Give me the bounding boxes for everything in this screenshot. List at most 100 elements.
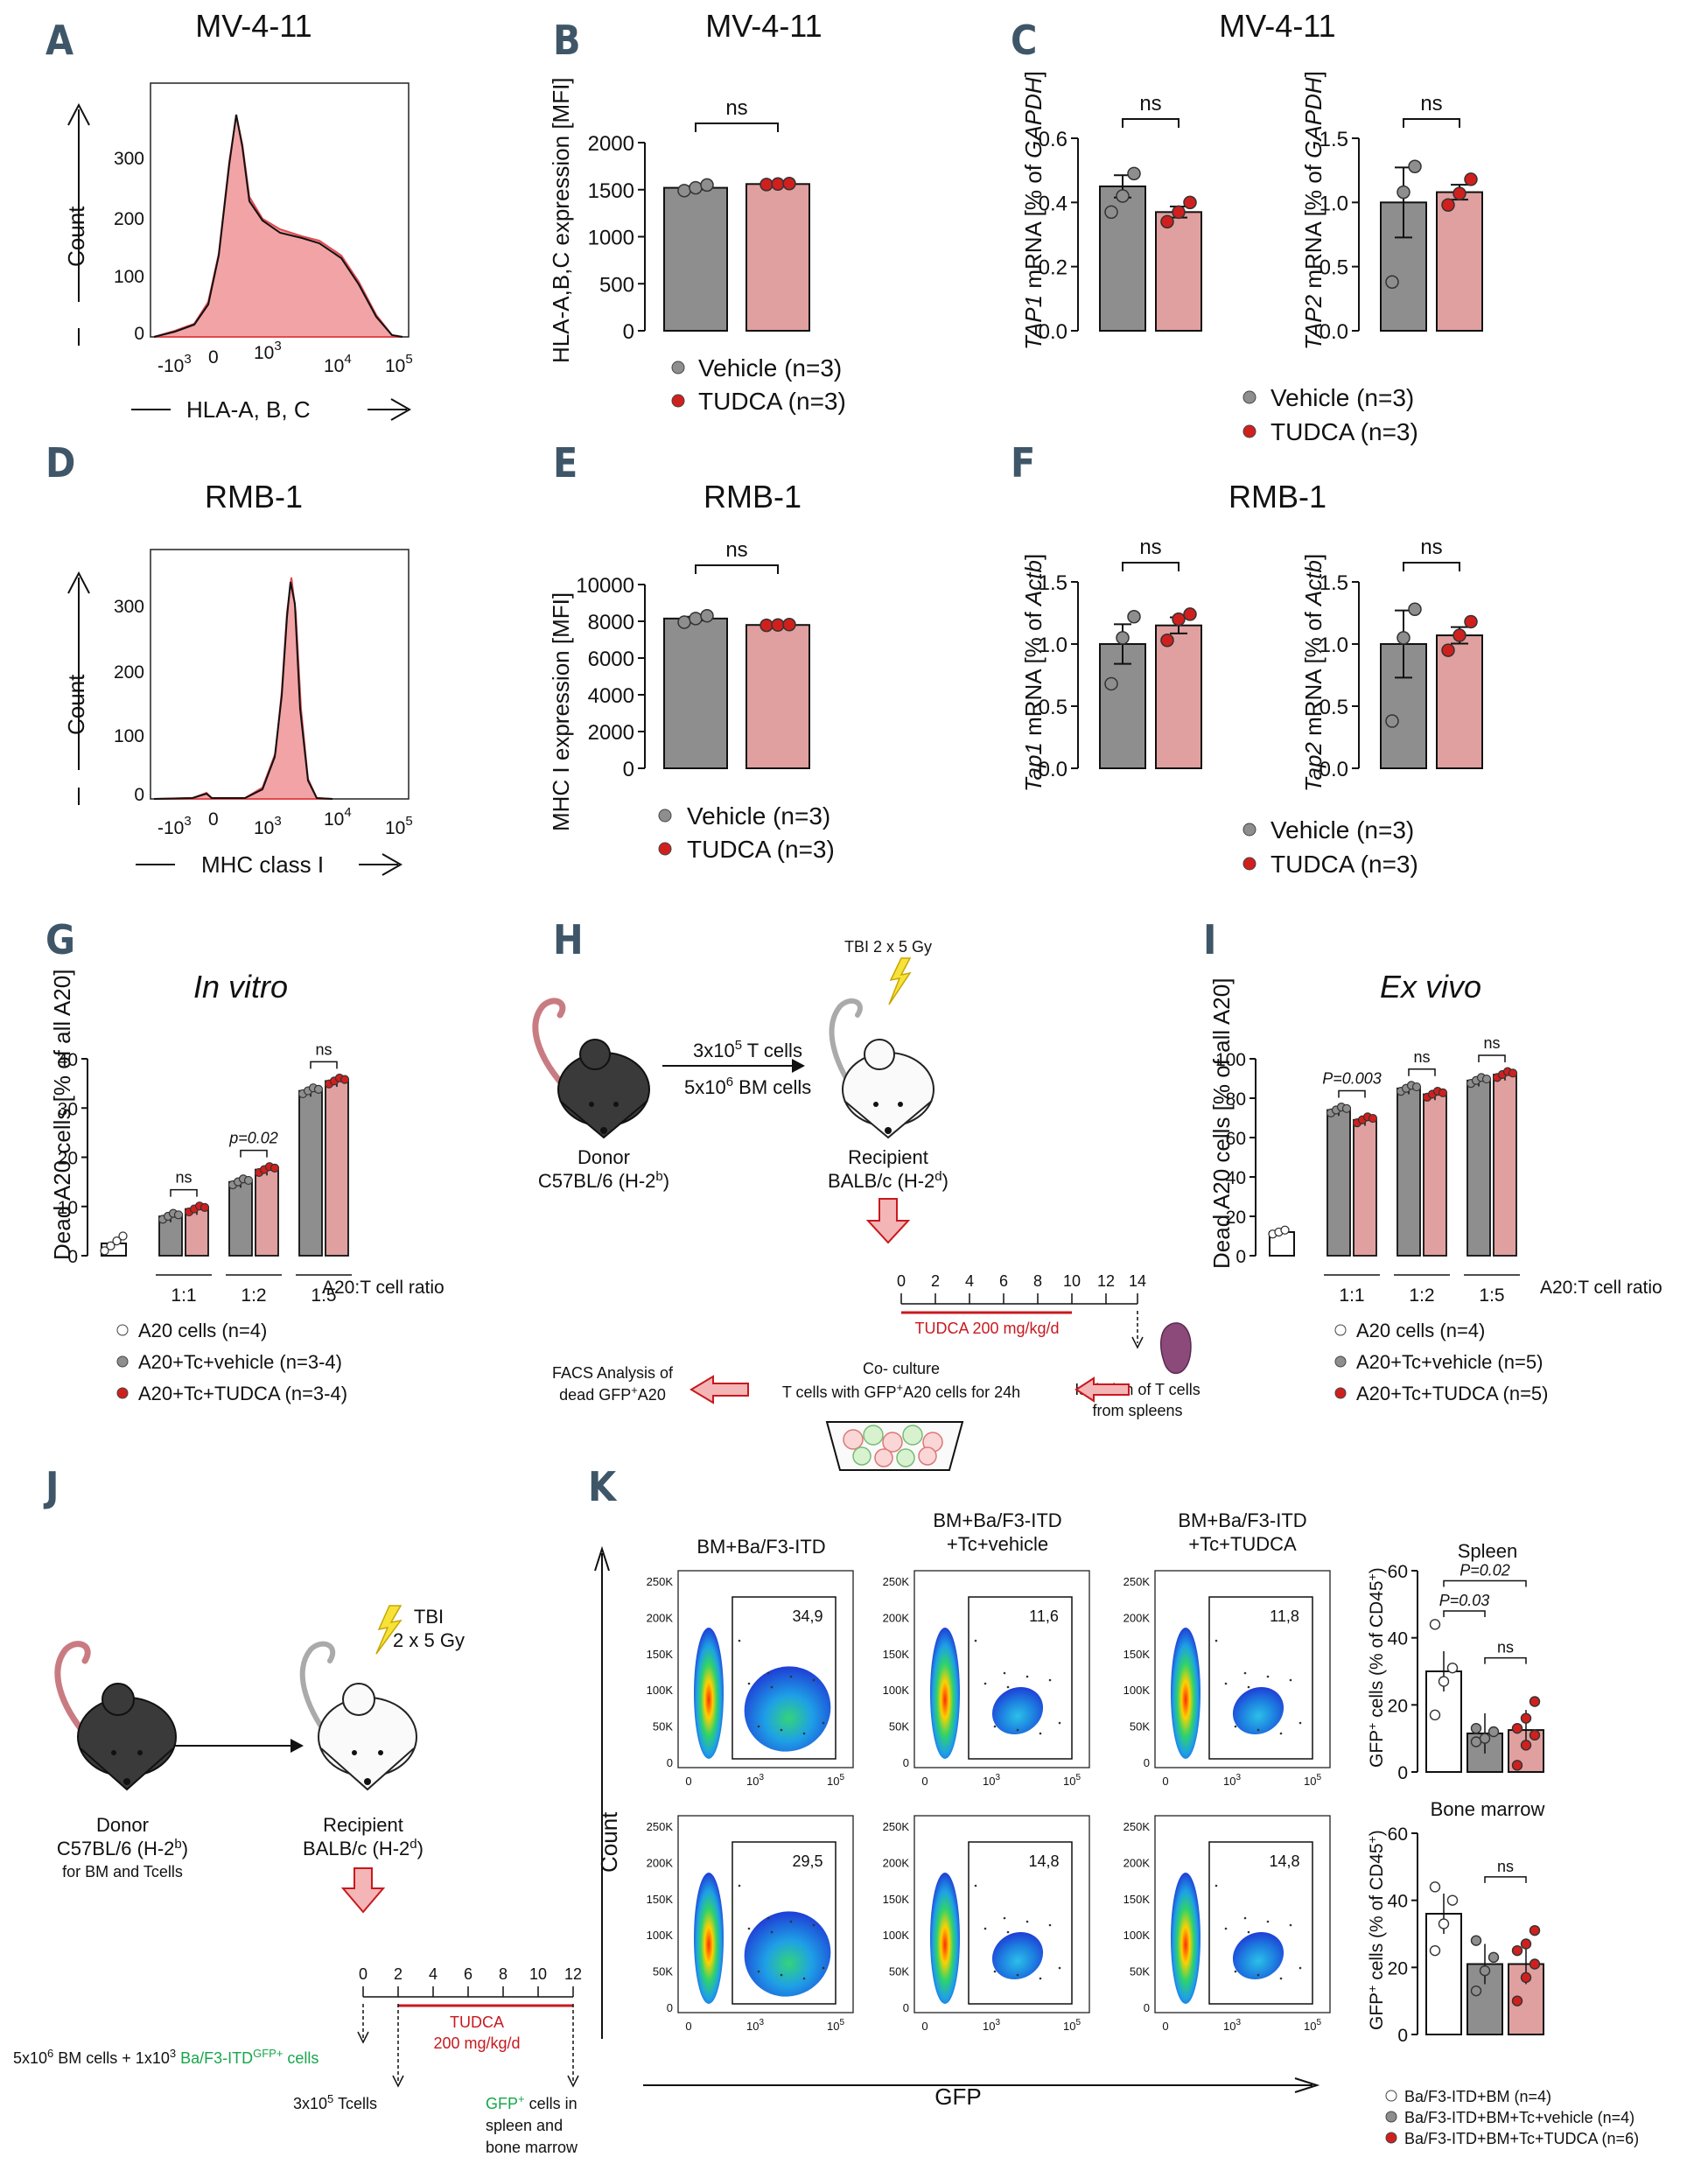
panel-f2-point bbox=[1452, 628, 1466, 642]
h-timeline-day: 14 bbox=[1129, 1272, 1146, 1290]
panel-k-spleen-point bbox=[1438, 1676, 1450, 1687]
flow-event bbox=[738, 1884, 741, 1887]
flow-event bbox=[1016, 1728, 1019, 1732]
panel-b-chart: 0 500 1000 1500 2000 ns bbox=[588, 96, 810, 344]
flow-event bbox=[993, 1970, 997, 1973]
panel-e-ylabel: MHC I expression [MFI] bbox=[548, 592, 574, 831]
flow-ytick-label: 50K bbox=[1130, 1965, 1150, 1978]
flow-gate-value: 11,6 bbox=[1029, 1607, 1059, 1625]
panel-f1-point bbox=[1183, 607, 1197, 621]
panel-i-chart: 0 20 40 60 80 100 P=0.003 1:1 ns 1:2 ns 1:5 bbox=[1215, 1034, 1520, 1306]
panel-e-point bbox=[677, 615, 691, 629]
legend-tudca-marker bbox=[1334, 1387, 1347, 1399]
k-spleen-ylabel: GFP+ cells (% of CD45+) bbox=[1365, 1567, 1387, 1768]
legend-vehicle-marker bbox=[116, 1355, 129, 1368]
recipient-label: Recipient bbox=[848, 1146, 928, 1168]
panel-k-spleen-point bbox=[1429, 1619, 1441, 1630]
flow-ytick-label: 200K bbox=[1124, 1856, 1151, 1869]
lightning-icon bbox=[375, 1605, 402, 1655]
panel-c1-ylabel: TAP1 mRNA [% of GAPDH] bbox=[1020, 71, 1046, 350]
panel-j-schematic: Donor C57BL/6 (H-2b) for BM and Tcells T… bbox=[13, 1605, 582, 2156]
flow-event bbox=[1039, 1732, 1042, 1735]
panel-e-ytick-label: 8000 bbox=[588, 611, 634, 634]
panel-k-spleen-point bbox=[1520, 1740, 1532, 1751]
flow-negative-population bbox=[694, 1873, 724, 2004]
panel-f1-point bbox=[1116, 631, 1130, 645]
k-col3-subtitle: +Tc+TUDCA bbox=[1188, 1533, 1297, 1555]
flow-ytick-label: 200K bbox=[647, 1856, 674, 1869]
flow-gate bbox=[1208, 1596, 1313, 1760]
panel-d-title: RMB-1 bbox=[205, 479, 303, 515]
flow-gate bbox=[1208, 1841, 1313, 2005]
panel-g-point bbox=[340, 1075, 350, 1084]
panel-f2-point bbox=[1464, 614, 1478, 629]
panel-g-sig-bracket bbox=[310, 1061, 338, 1069]
panel-f2-sig-label: ns bbox=[1420, 536, 1442, 559]
panel-label-d: D bbox=[46, 439, 75, 487]
h-timeline-day: 10 bbox=[1063, 1272, 1081, 1290]
panel-c1-point bbox=[1183, 195, 1197, 210]
flow-event bbox=[1234, 1725, 1237, 1728]
panel-k-bm-ytick-label: 60 bbox=[1388, 1824, 1408, 1845]
recipient-mouse-icon bbox=[299, 1641, 417, 1791]
panel-b-ytick-label: 500 bbox=[599, 273, 634, 297]
panel-k-spleen-point bbox=[1470, 1722, 1482, 1734]
h-timeline-day: 6 bbox=[999, 1272, 1008, 1290]
flow-ytick-label: 100K bbox=[1124, 1684, 1151, 1697]
panel-k-bm-sig-bracket bbox=[1484, 1876, 1527, 1883]
recipient-strain: BALB/c (H-2d) bbox=[828, 1169, 948, 1192]
flow-event bbox=[780, 1973, 783, 1977]
panel-b-bar-tudca bbox=[746, 183, 810, 332]
panel-k-bm-ytick-label: 20 bbox=[1388, 1958, 1408, 1978]
panel-i-ylabel: Dead A20 cells [% of all A20] bbox=[1208, 978, 1235, 1269]
flow-ytick-label: 0 bbox=[1144, 2001, 1150, 2014]
panel-i-sig-bracket bbox=[1408, 1068, 1436, 1076]
flow-plot: 250K 200K 150K 100K 50K 00 103 105 14,8 bbox=[1124, 1815, 1331, 2033]
panel-f1-point bbox=[1160, 633, 1174, 648]
panel-i-ytick-label: 0 bbox=[1236, 1247, 1246, 1267]
flow-ytick-label: 250K bbox=[883, 1575, 910, 1588]
flow-ytick-label: 50K bbox=[889, 1965, 909, 1978]
flow-gate bbox=[968, 1841, 1073, 2005]
legend-tudca-label: A20+Tc+TUDCA (n=5) bbox=[1356, 1383, 1548, 1404]
panel-i-point bbox=[1411, 1082, 1422, 1092]
flow-ytick-label: 250K bbox=[1124, 1575, 1151, 1588]
flow-xtick-label: 103 bbox=[746, 2018, 764, 2033]
j-recipient-label: Recipient bbox=[323, 1814, 403, 1836]
panel-k-spleen-point bbox=[1429, 1709, 1441, 1721]
panel-g-sig-bracket bbox=[240, 1149, 268, 1158]
flow-event bbox=[738, 1639, 741, 1642]
panel-g-category-label: 1:5 bbox=[311, 1285, 336, 1306]
flow-xtick-label: 103 bbox=[1223, 1773, 1241, 1788]
flow-xtick-label: 105 bbox=[1304, 2018, 1321, 2033]
flow-plot: 250K 200K 150K 100K 50K 00 103 105 11,6 bbox=[883, 1570, 1090, 1788]
panel-k-bm-point bbox=[1446, 1894, 1459, 1906]
legend-tudca-marker bbox=[658, 842, 672, 856]
panel-c2-ylabel: TAP2 mRNA [% of GAPDH] bbox=[1300, 71, 1326, 350]
legend-control-label: A20 cells (n=4) bbox=[1356, 1320, 1485, 1341]
flow-plot: 250K 200K 150K 100K 50K 00 103 105 14,8 bbox=[883, 1815, 1090, 2033]
panel-label-c: C bbox=[1011, 17, 1037, 64]
h-timeline-day: 4 bbox=[965, 1272, 974, 1290]
panel-g-bar-vehicle bbox=[228, 1180, 253, 1257]
panel-k-bm-point bbox=[1511, 1944, 1523, 1957]
flow-xtick-label: 0 bbox=[685, 1775, 691, 1788]
panel-g-category-label: 1:2 bbox=[241, 1285, 266, 1306]
panel-d-xtick: 103 bbox=[254, 814, 282, 838]
panel-f1-ytick-label: 0.5 bbox=[1039, 696, 1068, 719]
panel-d-histogram: RMB-1 Count 300 200 100 0 -103 0 103 104… bbox=[63, 479, 413, 878]
flow-ytick-label: 100K bbox=[883, 1929, 910, 1942]
panel-g-ytick-label: 10 bbox=[58, 1198, 78, 1218]
panel-b-point bbox=[782, 177, 796, 191]
h-timeline-day: 0 bbox=[897, 1272, 906, 1290]
flow-event bbox=[1298, 1966, 1302, 1970]
panel-c2-bar-tudca bbox=[1436, 191, 1483, 332]
panel-c1-ytick-label: 0.4 bbox=[1039, 192, 1068, 215]
flow-event bbox=[1214, 1884, 1218, 1887]
donor-strain: C57BL/6 (H-2b) bbox=[538, 1169, 669, 1192]
panel-d-xtick: -103 bbox=[158, 814, 192, 838]
h-coculture-1: Co- culture bbox=[863, 1360, 940, 1377]
legend-vehicle-label: Vehicle (n=3) bbox=[1270, 816, 1414, 844]
flow-ytick-label: 200K bbox=[1124, 1611, 1151, 1624]
